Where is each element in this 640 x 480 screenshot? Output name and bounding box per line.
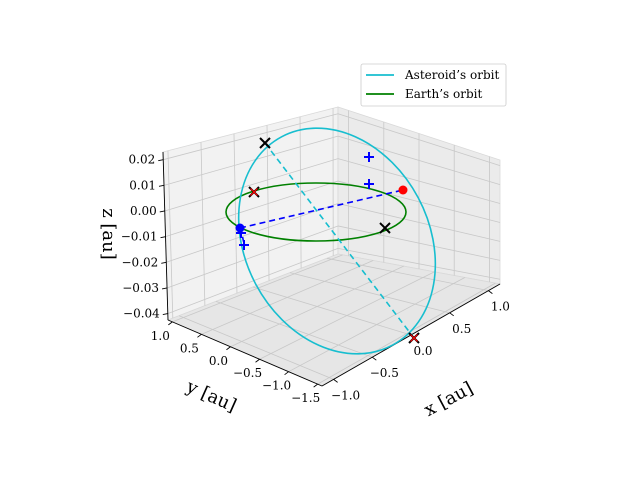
marker-plus [236,228,246,238]
grid-line [233,133,238,294]
grid-line [178,315,334,380]
y-axis-ticks: 1.0 0.5 0.0 −0.5−1.0−1.5 [151,321,320,405]
y-tick-mark [284,371,289,376]
x-tick-label: 0.0 [413,344,432,358]
y-tick-mark [313,383,318,388]
grid-line [337,158,501,204]
legend: Asteroid’s orbit Earth’s orbit [360,63,507,107]
grid-line [215,300,373,358]
z-tick-label: 0.02 [129,153,156,167]
grid-line [163,113,339,161]
y-tick-mark [255,358,260,363]
x-tick-mark [333,378,338,383]
z-tick-mark [161,261,167,264]
legend-frame [360,63,507,107]
x-tick-label: −0.5 [370,366,399,380]
x-tick-mark [488,290,493,295]
grid-line [337,113,501,167]
grid-line [337,247,501,280]
grid-line [289,272,450,314]
grid-line [167,150,174,319]
y-tick-mark [168,321,173,326]
grid-line [165,180,339,238]
x-tick-mark [449,312,454,317]
z-tick-label: −0.01 [121,230,158,244]
y-tick-mark [197,333,202,338]
x-axis-ticks: −1.0 −0.5 0.0 0.5 1.0 [331,290,510,402]
y-tick-label: 1.0 [151,329,170,343]
grid-line [164,158,339,212]
z-tick-label: 0.01 [129,178,156,192]
grid-line [299,116,302,269]
z-tick-label: −0.03 [122,281,159,295]
z-tick-label: −0.04 [123,307,160,321]
y-tick-label: −1.0 [262,379,291,393]
z-tick-mark [161,287,168,290]
y-axis-line [167,319,323,387]
z-tick-label: 0.00 [130,204,157,218]
asteroid-orbit-line [237,127,437,355]
y-tick-label: −1.5 [291,391,320,405]
grid-line [166,225,339,289]
grid-line [337,203,501,242]
grid-line [326,257,489,292]
z-tick-mark [160,236,166,239]
y-tick-mark [226,346,231,351]
asteroid-apsides-line [264,142,415,339]
grid-line [167,248,339,314]
y-tick-label: −0.5 [233,366,262,380]
x-axis-label: x [au] [421,378,477,421]
marker-x [410,334,418,342]
marker-plus [364,152,374,162]
grid-line [200,142,206,306]
z-tick-mark [162,313,168,316]
earth-orbit-line [225,182,407,242]
grid-line [252,286,412,336]
grid-line [337,225,501,261]
z-tick-label: −0.02 [122,255,159,269]
grid-line [266,125,270,281]
z-axis-label: z [au] [98,208,119,260]
marker-x [250,188,258,196]
z-tick-mark [158,184,165,187]
x-tick-label: −1.0 [331,388,360,402]
x-tick-mark [372,356,377,361]
y-tick-label: 0.5 [180,341,199,355]
y-axis-label: y [au] [182,376,239,417]
z-tick-mark [159,210,165,213]
grid-line [163,135,339,186]
legend-label-asteroid: Asteroid’s orbit [404,68,499,82]
marker-plus [239,240,249,250]
grid-line [337,135,501,185]
earth-chord-line [239,189,404,229]
marker-x [379,222,391,234]
marker-circle [398,185,408,195]
x-tick-label: 1.0 [491,300,510,314]
y-tick-label: 0.0 [209,354,228,368]
marker-x [259,137,271,149]
z-tick-mark [158,159,164,162]
legend-label-earth: Earth’s orbit [405,87,482,101]
markers [235,137,420,344]
marker-plus [364,179,374,189]
z-axis-line [162,151,169,321]
x-tick-label: 0.5 [452,322,471,336]
z-axis-ticks: 0.02 0.01 0.00 −0.01 −0.02 −0.03 −0.04 [121,153,168,321]
